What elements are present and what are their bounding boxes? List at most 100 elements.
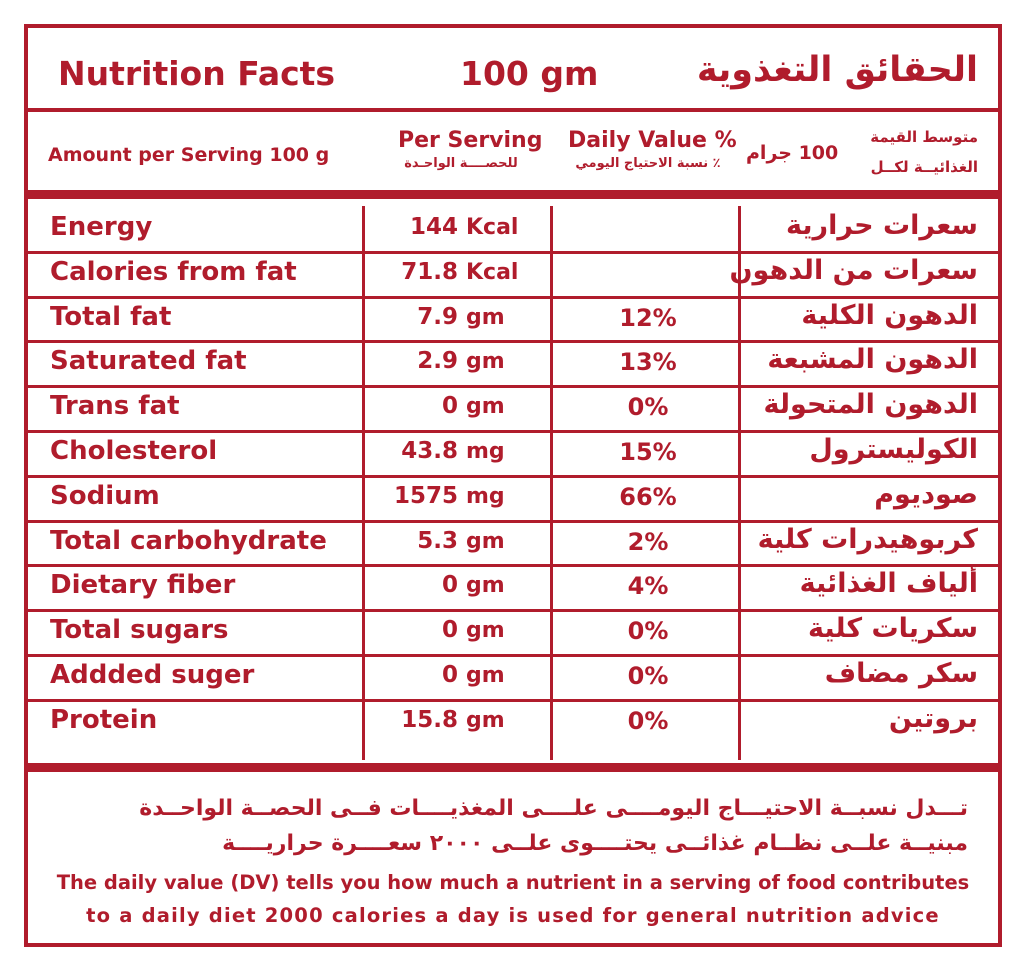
nutrient-name-ar: الكوليسترول <box>809 434 978 465</box>
nutrient-unit: Kcal <box>466 215 519 240</box>
nutrient-name-en: Addded suger <box>50 660 255 690</box>
table-row: Trans fat 0 gm 0% الدهون المتحولة <box>28 385 998 430</box>
nutrient-daily-value: 4% <box>627 572 669 601</box>
row-divider <box>28 609 998 613</box>
row-divider <box>28 519 998 523</box>
per-100g-ar: 100 جرام <box>746 142 839 164</box>
nutrient-unit: gm <box>466 618 505 644</box>
nutrient-name-en: Total carbohydrate <box>50 525 327 556</box>
table-row: Cholesterol 43.8 mg 15% الكوليسترول <box>28 430 998 475</box>
nutrient-name-ar: سكريات كلية <box>808 613 978 645</box>
per-serving-ar: للحصــــة الواحـدة <box>404 156 518 171</box>
table-row: Protein 15.8 gm 0% بروتين <box>28 698 998 744</box>
nutrient-amount: 1575 <box>393 482 458 509</box>
nutrient-unit: gm <box>466 349 505 375</box>
table-row: Total carbohydrate 5.3 gm 2% كربوهيدرات كلية <box>28 519 998 565</box>
nutrient-unit: gm <box>466 304 505 330</box>
nutrient-name-ar: الدهون الكلية <box>801 299 978 331</box>
row-divider <box>28 385 998 389</box>
nutrient-amount: 5.3 <box>417 527 458 554</box>
amount-per-serving: Amount per Serving 100 g <box>48 144 330 166</box>
nutrient-amount: 0 <box>441 393 458 420</box>
nutrient-daily-value: 2% <box>627 527 669 556</box>
row-divider <box>28 295 998 299</box>
footer-en-line1: The daily value (DV) tells you how much … <box>56 871 970 894</box>
row-divider <box>28 430 998 433</box>
nutrition-label: Nutrition Facts 100 gm الحقائق التغذوية … <box>24 24 1002 947</box>
table-row: Total sugars 0 gm 0% سكريات كلية <box>28 609 998 654</box>
per-serving-en: Per Serving <box>398 128 543 153</box>
column-divider <box>362 206 365 760</box>
nutrient-name-ar: بروتين <box>888 702 978 734</box>
nutrient-unit: Kcal <box>466 259 519 285</box>
nutrient-daily-value: 0% <box>627 706 669 735</box>
nutrient-name-ar: سعرات من الدهون <box>729 254 978 286</box>
nutrient-unit: mg <box>466 439 505 464</box>
table-row: Energy 144 Kcal سعرات حرارية <box>28 206 998 251</box>
title-ar: الحقائق التغذوية <box>696 50 978 90</box>
footer-ar-line2: مبنيــة علــى نظــام غذائــى يحتــــوى ع… <box>222 831 968 856</box>
divider <box>28 763 998 772</box>
nutrient-name-en: Total sugars <box>50 615 229 646</box>
nutrient-daily-value: 0% <box>627 393 669 422</box>
nutrient-name-ar: سكر مضاف <box>824 658 978 689</box>
divider <box>28 190 998 199</box>
nutrient-unit: gm <box>466 394 505 420</box>
nutrient-unit: gm <box>466 663 505 688</box>
nutrient-amount: 144 <box>409 214 458 240</box>
table-row: Sodium 1575 mg 66% صوديوم <box>28 474 998 520</box>
nutrient-name-ar: الدهون المشبعة <box>767 344 978 376</box>
table-row: Saturated fat 2.9 gm 13% الدهون المشبعة <box>28 340 998 385</box>
nutrient-unit: gm <box>466 528 505 554</box>
nutrient-amount: 43.8 <box>401 438 458 464</box>
column-divider <box>550 206 553 760</box>
nutrient-amount: 71.8 <box>401 258 458 285</box>
nutrient-name-ar: الدهون المتحولة <box>763 389 979 421</box>
nutrient-daily-value: 0% <box>627 617 669 646</box>
nutrient-amount: 0 <box>441 617 458 644</box>
nutrient-amount: 7.9 <box>417 303 458 330</box>
nutrient-amount: 0 <box>441 662 458 688</box>
serving-size: 100 gm <box>460 54 599 93</box>
row-divider <box>28 250 998 254</box>
nutrient-name-en: Protein <box>50 704 158 735</box>
nutritional-per-ar: الغذائيــة لكــل <box>870 158 978 176</box>
nutrient-name-en: Energy <box>50 212 153 242</box>
nutrient-name-ar: صوديوم <box>874 478 978 510</box>
daily-value-ar: ٪ نسبة الاحتياج اليومي <box>575 156 721 171</box>
avg-value-ar: متوسط القيمة <box>870 128 978 146</box>
nutrient-name-en: Total fat <box>50 301 172 332</box>
nutrient-name-en: Cholesterol <box>50 436 218 466</box>
footer-ar-line1: تـــدل نسبــة الاحتيـــاج اليومــــى علـ… <box>139 796 968 821</box>
nutrient-amount: 0 <box>441 572 458 599</box>
nutrient-daily-value: 13% <box>619 348 677 377</box>
nutrient-name-en: Dietary fiber <box>50 570 236 601</box>
table-row: Dietary fiber 0 gm 4% ألياف الغذائية <box>28 564 998 609</box>
nutrient-amount: 15.8 <box>401 706 458 733</box>
row-divider <box>28 564 998 568</box>
nutrient-amount: 2.9 <box>417 348 458 375</box>
nutrient-name-en: Saturated fat <box>50 346 247 377</box>
nutrient-unit: mg <box>466 483 505 509</box>
table-row: Total fat 7.9 gm 12% الدهون الكلية <box>28 295 998 341</box>
row-divider <box>28 698 998 702</box>
table-row: Calories from fat 71.8 Kcal سعرات من الدهون <box>28 250 998 296</box>
nutrient-daily-value: 0% <box>627 662 669 690</box>
footer-en-line2: to a daily diet 2000 calories a day is u… <box>86 904 940 927</box>
nutrient-unit: gm <box>466 707 505 733</box>
nutrient-daily-value: 66% <box>619 482 677 511</box>
nutrient-name-ar: سعرات حرارية <box>786 210 978 241</box>
row-divider <box>28 474 998 478</box>
title-en: Nutrition Facts <box>58 54 336 93</box>
divider <box>28 108 998 112</box>
nutrient-daily-value: 15% <box>619 438 677 466</box>
nutrient-name-en: Trans fat <box>50 391 180 422</box>
nutrient-daily-value: 12% <box>619 303 677 332</box>
table-row: Addded suger 0 gm 0% سكر مضاف <box>28 654 998 699</box>
row-divider <box>28 654 998 657</box>
nutrient-name-ar: كربوهيدرات كلية <box>757 523 978 555</box>
row-divider <box>28 340 998 344</box>
nutrient-name-en: Calories from fat <box>50 256 297 287</box>
nutrient-name-en: Sodium <box>50 480 160 511</box>
nutrient-name-ar: ألياف الغذائية <box>799 568 978 600</box>
